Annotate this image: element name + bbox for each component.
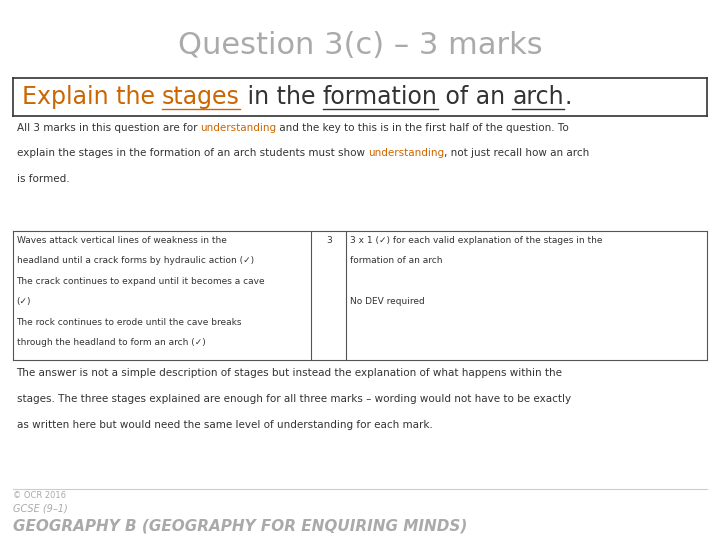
Text: and the key to this is in the first half of the question. To: and the key to this is in the first half… [276,123,570,133]
Text: Question 3(c) – 3 marks: Question 3(c) – 3 marks [178,31,542,60]
Text: in the: in the [240,85,323,109]
Text: stages. The three stages explained are enough for all three marks – wording woul: stages. The three stages explained are e… [17,394,571,404]
Text: through the headland to form an arch (✓): through the headland to form an arch (✓) [17,339,205,347]
Text: explain the stages in the formation of an arch students must show: explain the stages in the formation of a… [17,148,368,159]
Text: © OCR 2016: © OCR 2016 [13,491,66,501]
Text: (✓): (✓) [17,298,31,306]
Text: is formed.: is formed. [17,174,69,185]
Text: formation of an arch: formation of an arch [350,256,442,265]
Text: No DEV required: No DEV required [350,298,425,306]
Text: The rock continues to erode until the cave breaks: The rock continues to erode until the ca… [17,318,242,327]
Text: formation: formation [323,85,438,109]
Text: GEOGRAPHY B (GEOGRAPHY FOR ENQUIRING MINDS): GEOGRAPHY B (GEOGRAPHY FOR ENQUIRING MIN… [13,518,467,534]
Text: 3: 3 [326,236,332,245]
Text: GCSE (9–1): GCSE (9–1) [13,504,68,514]
Text: Explain the: Explain the [22,85,162,109]
Text: as written here but would need the same level of understanding for each mark.: as written here but would need the same … [17,420,433,430]
Text: All 3 marks in this question are for: All 3 marks in this question are for [17,123,200,133]
Text: arch: arch [513,85,564,109]
Text: , not just recall how an arch: , not just recall how an arch [444,148,589,159]
Text: Waves attack vertical lines of weakness in the: Waves attack vertical lines of weakness … [17,236,226,245]
Text: 3 x 1 (✓) for each valid explanation of the stages in the: 3 x 1 (✓) for each valid explanation of … [350,236,602,245]
Text: understanding: understanding [200,123,276,133]
Text: understanding: understanding [368,148,444,159]
Text: headland until a crack forms by hydraulic action (✓): headland until a crack forms by hydrauli… [17,256,253,265]
Text: of an: of an [438,85,513,109]
Text: .: . [564,85,572,109]
Text: The crack continues to expand until it becomes a cave: The crack continues to expand until it b… [17,277,265,286]
Text: stages: stages [162,85,240,109]
Text: The answer is not a simple description of stages but instead the explanation of : The answer is not a simple description o… [17,368,562,378]
